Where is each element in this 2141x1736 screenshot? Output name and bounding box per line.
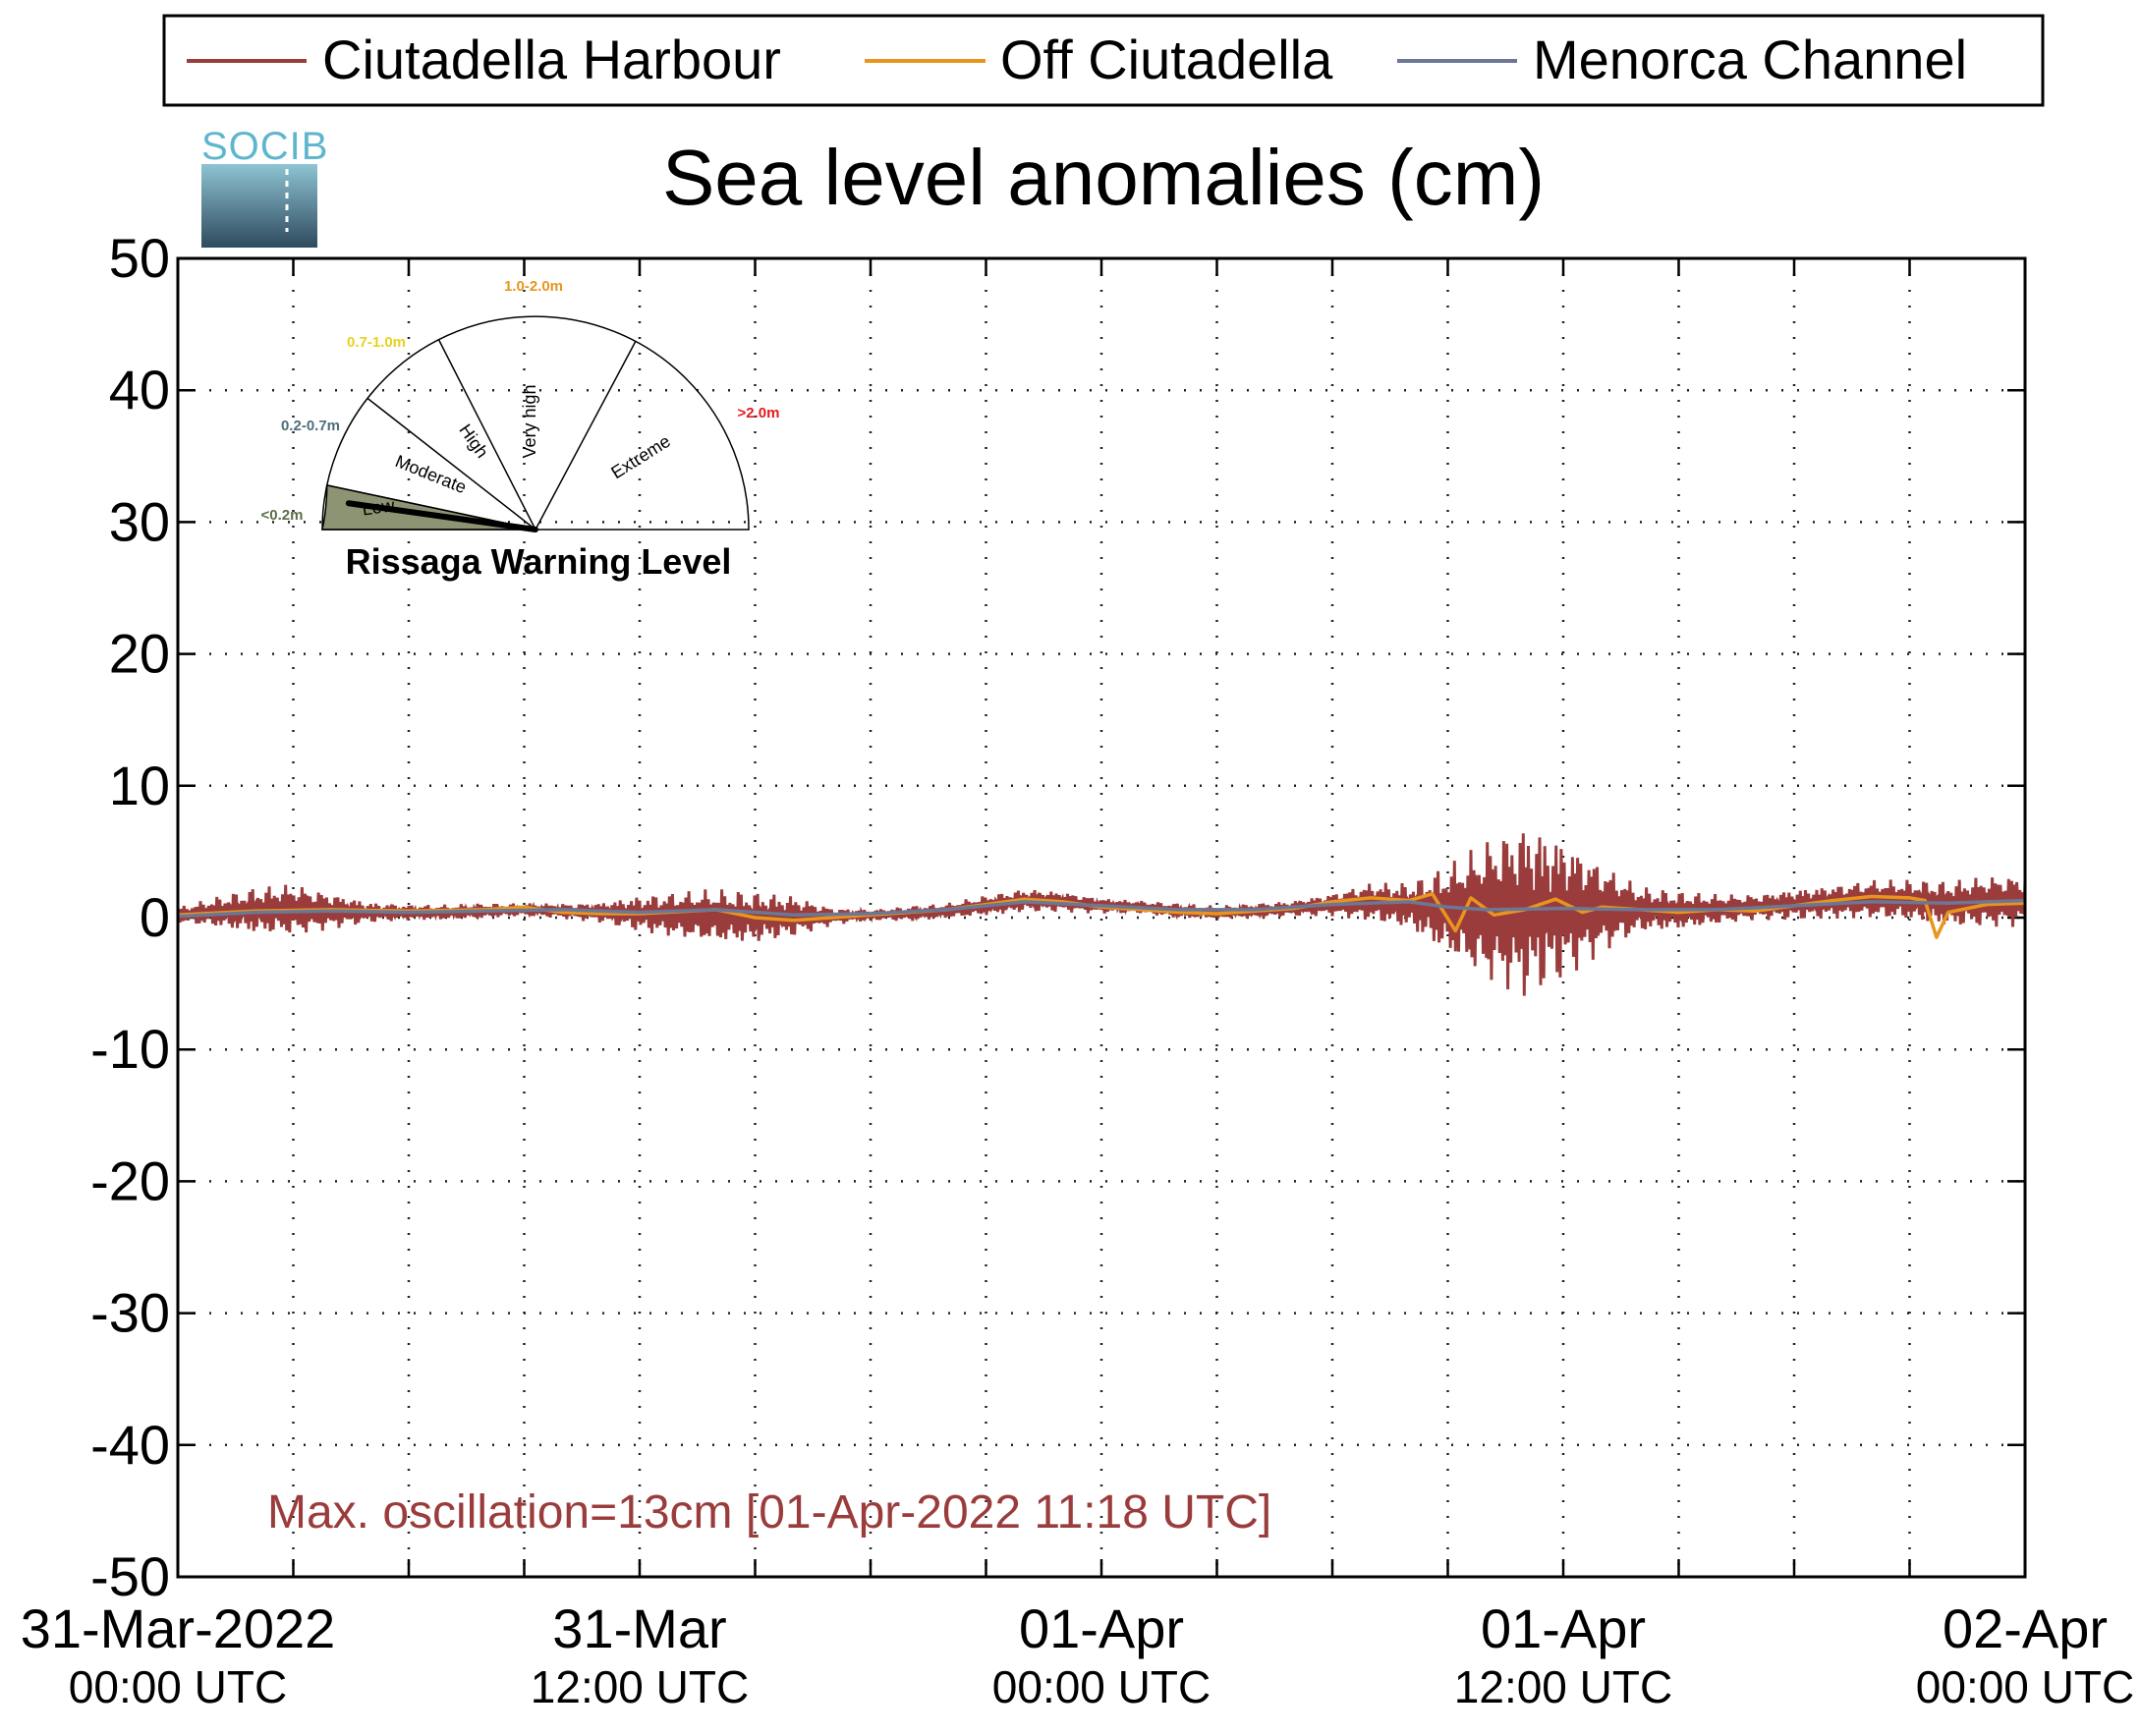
y-tick-label: 50 <box>109 227 170 289</box>
series-line-menorca-channel <box>178 898 2025 919</box>
y-tick-label: 30 <box>109 490 170 552</box>
legend-label-ciutadella-harbour: Ciutadella Harbour <box>322 28 781 90</box>
x-tick-label-date: 01-Apr <box>1481 1597 1646 1659</box>
plot-frame <box>176 256 2027 1579</box>
legend-box <box>162 14 2045 107</box>
gauge-title: Rissaga Warning Level <box>346 541 732 582</box>
gauge-outline <box>321 315 750 531</box>
y-tick-label: -20 <box>90 1149 170 1211</box>
gauge-divider <box>437 339 536 531</box>
gauge-range-label: 1.0-2.0m <box>504 278 563 295</box>
y-axis-labels: 50 40 30 20 10 0 -10 -20 -30 -40 -50 <box>90 227 170 1607</box>
gauge-range-label: 0.7-1.0m <box>347 334 406 351</box>
legend: Ciutadella Harbour Off Ciutadella Menorc… <box>162 14 2045 107</box>
y-tick-label: -50 <box>90 1545 170 1607</box>
y-tick-label: -10 <box>90 1018 170 1080</box>
x-tick-label-date: 31-Mar <box>552 1597 726 1659</box>
legend-label-off-ciutadella: Off Ciutadella <box>1000 28 1333 90</box>
socib-logo: SOCIB <box>201 125 328 248</box>
logo-block <box>201 164 317 248</box>
series-layer <box>178 833 2025 996</box>
gauge-range-label: >2.0m <box>738 405 780 421</box>
series-line-ciutadella-harbour <box>178 833 2025 996</box>
gauge-divider <box>535 341 637 531</box>
y-tick-label: -40 <box>90 1414 170 1476</box>
x-tick-label-time: 12:00 UTC <box>1454 1661 1672 1712</box>
axis-ticks <box>176 256 2027 1579</box>
gauge-needle <box>345 500 538 532</box>
y-tick-label: -30 <box>90 1282 170 1344</box>
gauge-range-label: <0.2m <box>261 507 304 524</box>
x-tick-label-time: 00:00 UTC <box>69 1661 287 1712</box>
y-tick-label: 10 <box>109 755 170 816</box>
plot-area <box>178 258 2025 1577</box>
x-tick-label-date: 02-Apr <box>1943 1597 2108 1659</box>
chart-title: Sea level anomalies (cm) <box>662 134 1545 221</box>
logo-text: SOCIB <box>201 125 328 168</box>
x-tick-label-time: 00:00 UTC <box>992 1661 1211 1712</box>
gauge-divider <box>366 397 536 531</box>
x-tick-label-time: 00:00 UTC <box>1916 1661 2134 1712</box>
x-tick-label-date: 01-Apr <box>1019 1597 1184 1659</box>
y-tick-label: 20 <box>109 623 170 685</box>
y-tick-label: 40 <box>109 359 170 420</box>
x-tick-label-time: 12:00 UTC <box>531 1661 749 1712</box>
gauge-level-label: Very high <box>520 384 539 458</box>
x-tick-label-date: 31-Mar-2022 <box>21 1597 336 1659</box>
legend-label-menorca-channel: Menorca Channel <box>1533 28 1967 90</box>
gauge-range-label: 0.2-0.7m <box>281 418 340 434</box>
max-oscillation-annotation: Max. oscillation=13cm [01-Apr-2022 11:18… <box>267 1486 1271 1539</box>
y-tick-label: 0 <box>140 886 170 948</box>
